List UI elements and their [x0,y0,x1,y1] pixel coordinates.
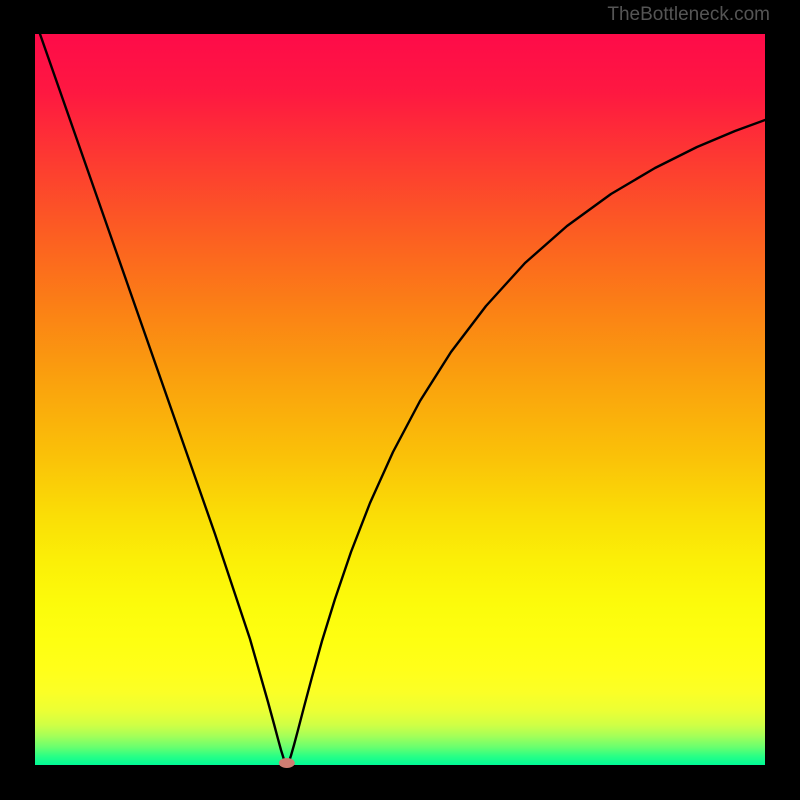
bottleneck-curve [40,34,765,765]
watermark-text: TheBottleneck.com [607,4,770,26]
chart-stage: TheBottleneck.com [0,0,800,800]
plot-svg-layer [0,0,800,800]
minimum-marker [279,758,295,768]
